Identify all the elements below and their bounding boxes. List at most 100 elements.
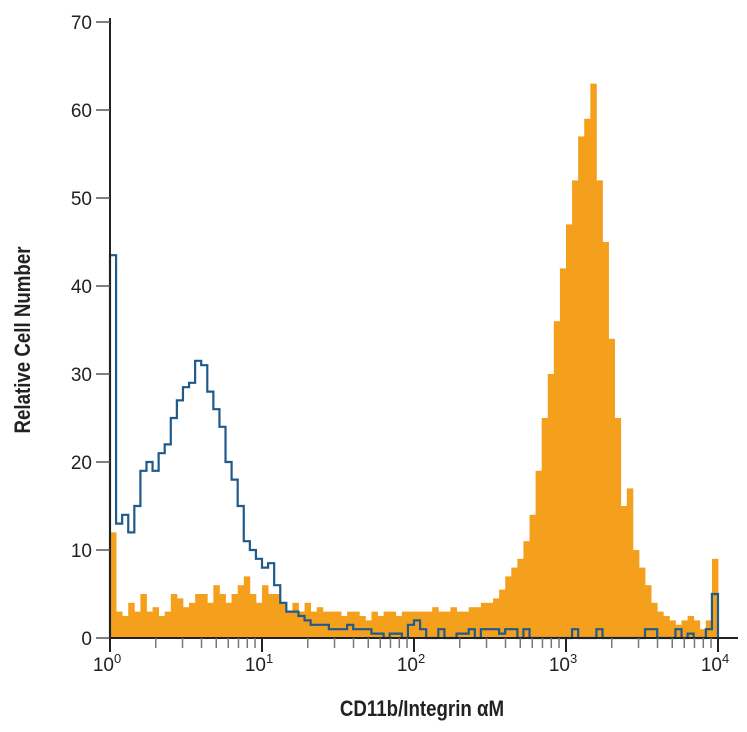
histogram-bar — [262, 585, 269, 638]
histogram-bar — [474, 607, 482, 638]
y-tick-label: 50 — [71, 189, 92, 210]
histogram-bar — [341, 616, 348, 638]
histogram-bar — [693, 620, 701, 638]
histogram-bar — [711, 558, 719, 638]
histogram-bar — [517, 558, 524, 638]
histogram-bar — [207, 602, 214, 638]
y-tick-label: 60 — [71, 101, 92, 122]
histogram-bar — [298, 611, 305, 638]
histogram-bar — [395, 616, 403, 638]
histogram-bar — [280, 602, 287, 638]
histogram-bar — [566, 224, 573, 638]
histogram-bar — [292, 602, 299, 638]
histogram-bar — [140, 594, 147, 638]
histogram-bar — [128, 602, 135, 638]
histogram-bar — [268, 594, 275, 638]
histogram-bar — [426, 611, 433, 638]
histogram-bar — [699, 629, 707, 638]
x-tick-label: 100 — [93, 651, 121, 676]
histogram-bar — [225, 602, 232, 638]
histogram-bar — [450, 607, 457, 638]
histogram-bar — [110, 532, 117, 638]
histogram-bar — [553, 321, 561, 638]
histogram-bar — [626, 488, 634, 638]
histogram-bar — [675, 624, 682, 638]
histogram-bar — [535, 470, 543, 638]
y-tick-label: 20 — [71, 453, 92, 474]
x-tick-label: 103 — [549, 651, 577, 676]
histogram-bar — [170, 594, 178, 638]
histogram-bar — [499, 589, 506, 638]
x-tick-label: 101 — [245, 651, 273, 676]
histogram-bar — [632, 550, 640, 638]
histogram-bar — [286, 611, 293, 638]
histogram-bar — [486, 602, 494, 638]
histogram-bar — [334, 611, 342, 638]
histogram-bar — [505, 576, 512, 638]
histogram-bar — [620, 506, 628, 638]
histogram-bar — [596, 180, 603, 638]
histogram-bar — [602, 242, 609, 638]
x-axis-title: CD11b/Integrin αM — [340, 698, 504, 722]
histogram-bar — [645, 585, 652, 638]
histogram-bar — [249, 594, 257, 638]
histogram-bar — [353, 611, 360, 638]
histogram-bar — [383, 611, 391, 638]
histogram-bar — [237, 585, 245, 638]
histogram-bar — [389, 611, 397, 638]
histogram-bar — [444, 611, 451, 638]
histogram-bar — [420, 611, 427, 638]
histogram-bar — [401, 611, 409, 638]
histogram-bar — [547, 374, 555, 638]
histogram-bar — [529, 514, 536, 638]
histogram-bar — [468, 607, 476, 638]
histogram-bar — [687, 616, 695, 638]
histogram-bar — [182, 607, 190, 638]
histogram-bar — [146, 611, 153, 638]
histogram-bar — [438, 611, 445, 638]
histogram-bar — [456, 611, 464, 638]
histogram-bar — [559, 268, 567, 638]
histogram-bar — [255, 602, 263, 638]
histogram-bar — [523, 541, 530, 638]
histogram-bar — [663, 616, 670, 638]
axes: 0 10 20 30 40 50 60 70 100 101 102 103 104 — [71, 13, 738, 676]
histogram-bar — [657, 611, 664, 638]
histogram-bar — [164, 611, 172, 638]
histogram-bar — [122, 616, 129, 638]
histogram-bar — [480, 602, 488, 638]
y-tick-label: 0 — [81, 629, 92, 650]
histogram-bar — [231, 594, 239, 638]
histogram-bar — [201, 594, 208, 638]
histogram-bar — [584, 118, 591, 639]
histogram-bar — [462, 611, 470, 638]
histogram-bar — [493, 598, 500, 638]
histogram-bar — [377, 616, 384, 638]
histogram-bar — [152, 607, 160, 638]
histogram-bar — [219, 594, 226, 638]
histogram-bar — [638, 567, 646, 638]
histogram-bar — [608, 338, 616, 638]
histogram-bar — [511, 567, 518, 638]
histogram-bar — [541, 418, 549, 638]
y-axis-title: Relative Cell Number — [12, 246, 36, 433]
histogram-bar — [359, 616, 366, 638]
y-tick-label: 30 — [71, 365, 92, 386]
x-tick-label: 102 — [397, 651, 425, 676]
histogram-bar — [328, 611, 336, 638]
x-tick-label: 104 — [701, 651, 729, 676]
histogram-bar — [590, 83, 597, 639]
histogram-bar — [195, 594, 202, 638]
histogram-bar — [578, 136, 585, 638]
histogram-bar — [371, 611, 378, 638]
histogram-bar — [669, 620, 676, 638]
histogram-bar — [176, 598, 184, 638]
histogram-bar — [243, 576, 251, 638]
histogram-bar — [614, 418, 622, 638]
histogram-bar — [414, 611, 421, 638]
histogram-bar — [158, 616, 166, 638]
histogram-bar — [432, 607, 439, 638]
y-tick-label: 70 — [71, 13, 92, 34]
histogram-bar — [189, 602, 196, 638]
